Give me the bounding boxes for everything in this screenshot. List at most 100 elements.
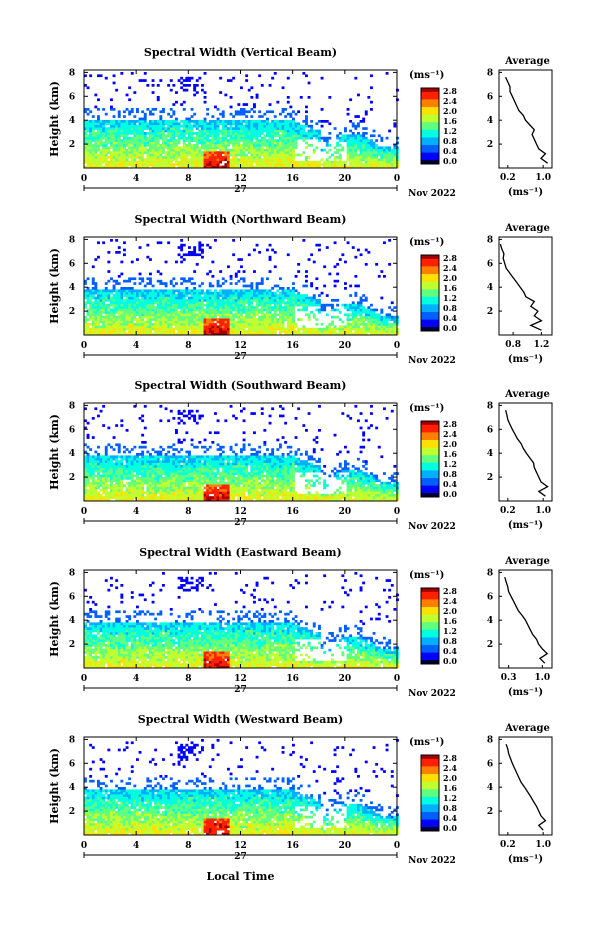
heatmap-cell	[177, 136, 181, 140]
heatmap-cell	[208, 120, 212, 123]
heatmap-cell	[201, 141, 204, 145]
heatmap-cell	[292, 132, 295, 135]
heatmap-cell	[255, 124, 259, 128]
heatmap-cell	[188, 132, 191, 135]
heatmap-cell	[128, 474, 132, 478]
heatmap-cell	[117, 313, 121, 317]
heatmap-cell	[107, 486, 111, 490]
heatmap-cell	[175, 129, 178, 133]
heatmap-cell	[193, 124, 197, 128]
heatmap-cell	[268, 110, 272, 114]
heatmap-cell	[346, 313, 350, 317]
heatmap-cell	[120, 287, 124, 290]
heatmap-cell	[266, 117, 269, 121]
heatmap-cell	[286, 122, 290, 126]
heatmap-cell	[221, 146, 225, 150]
heatmap-cell	[357, 311, 360, 314]
heatmap-cell	[136, 127, 139, 130]
heatmap-cell	[338, 160, 342, 164]
heatmap-cell	[201, 160, 204, 164]
heatmap-cell	[123, 308, 126, 312]
heatmap-cell	[307, 303, 311, 307]
heatmap-cell	[146, 158, 150, 162]
heatmap-cell	[107, 469, 111, 473]
heatmap-cell	[351, 315, 355, 319]
heatmap-cell	[216, 279, 220, 283]
heatmap-cell	[302, 160, 306, 164]
heatmap-cell	[182, 151, 186, 154]
heatmap-cell	[294, 146, 298, 150]
heatmap-cell	[128, 296, 132, 300]
heatmap-cell	[229, 96, 233, 99]
heatmap-cell	[390, 327, 394, 331]
colorbar-swatch	[421, 99, 439, 102]
heatmap-cell	[216, 291, 220, 295]
heatmap-cell	[260, 289, 264, 293]
heatmap-cell	[156, 129, 160, 133]
heatmap-cell	[112, 296, 116, 300]
heatmap-cell	[120, 424, 124, 427]
heatmap-cell	[97, 315, 100, 319]
heatmap-cell	[307, 313, 311, 317]
heatmap-cell	[149, 144, 152, 147]
heatmap-cell	[253, 318, 256, 321]
heatmap-cell	[219, 318, 223, 321]
heatmap-cell	[380, 325, 384, 329]
heatmap-cell	[143, 311, 147, 314]
heatmap-cell	[107, 472, 111, 475]
heatmap-cell	[271, 144, 275, 147]
heatmap-cell	[138, 496, 142, 499]
heatmap-cell	[357, 132, 360, 135]
heatmap-cell	[315, 160, 319, 164]
heatmap-cell	[193, 315, 197, 319]
heatmap-cell	[364, 112, 368, 116]
heatmap-cell	[375, 323, 379, 326]
heatmap-cell	[177, 327, 181, 331]
heatmap-cell	[336, 303, 340, 307]
heatmap-cell	[331, 315, 334, 319]
heatmap-cell	[234, 153, 238, 157]
heatmap-cell	[169, 323, 173, 326]
heatmap-cell	[151, 299, 155, 302]
heatmap-cell	[149, 318, 152, 321]
heatmap-cell	[84, 134, 87, 138]
heatmap-cell	[354, 318, 358, 321]
heatmap-cell	[367, 139, 371, 142]
heatmap-cell	[286, 323, 290, 326]
heatmap-cell	[260, 301, 264, 305]
heatmap-cell	[221, 115, 225, 118]
heatmap-cell	[167, 153, 171, 157]
heatmap-cell	[159, 294, 163, 297]
heatmap-cell	[112, 136, 116, 140]
heatmap-cell	[359, 148, 363, 152]
heatmap-cell	[331, 303, 334, 307]
heatmap-cell	[359, 141, 363, 145]
heatmap-cell	[128, 122, 132, 126]
heatmap-cell	[240, 158, 243, 162]
heatmap-cell	[97, 498, 100, 502]
heatmap-cell	[216, 325, 220, 329]
heatmap-cell	[318, 332, 321, 336]
heatmap-cell	[250, 282, 254, 285]
heatmap-cell	[310, 144, 314, 147]
heatmap-cell	[260, 139, 264, 142]
heatmap-cell	[258, 115, 262, 118]
heatmap-cell	[167, 141, 171, 145]
heatmap-cell	[190, 158, 194, 162]
heatmap-cell	[180, 277, 184, 281]
heatmap-cell	[110, 146, 113, 150]
heatmap-cell	[240, 315, 243, 319]
heatmap-cell	[297, 165, 301, 169]
heatmap-cell	[97, 318, 100, 321]
heatmap-cell	[276, 144, 280, 147]
heatmap-cell	[156, 325, 160, 329]
heatmap-cell	[346, 151, 350, 154]
heatmap-cell	[188, 251, 191, 254]
heatmap-cell	[112, 315, 116, 319]
heatmap-cell	[245, 158, 249, 162]
heatmap-cell	[201, 120, 204, 123]
heatmap-cell	[107, 443, 111, 447]
heatmap-cell	[115, 251, 119, 254]
heatmap-cell	[362, 158, 366, 162]
panel-1: Spectral Width (Vertical Beam)2468Height…	[48, 46, 553, 199]
